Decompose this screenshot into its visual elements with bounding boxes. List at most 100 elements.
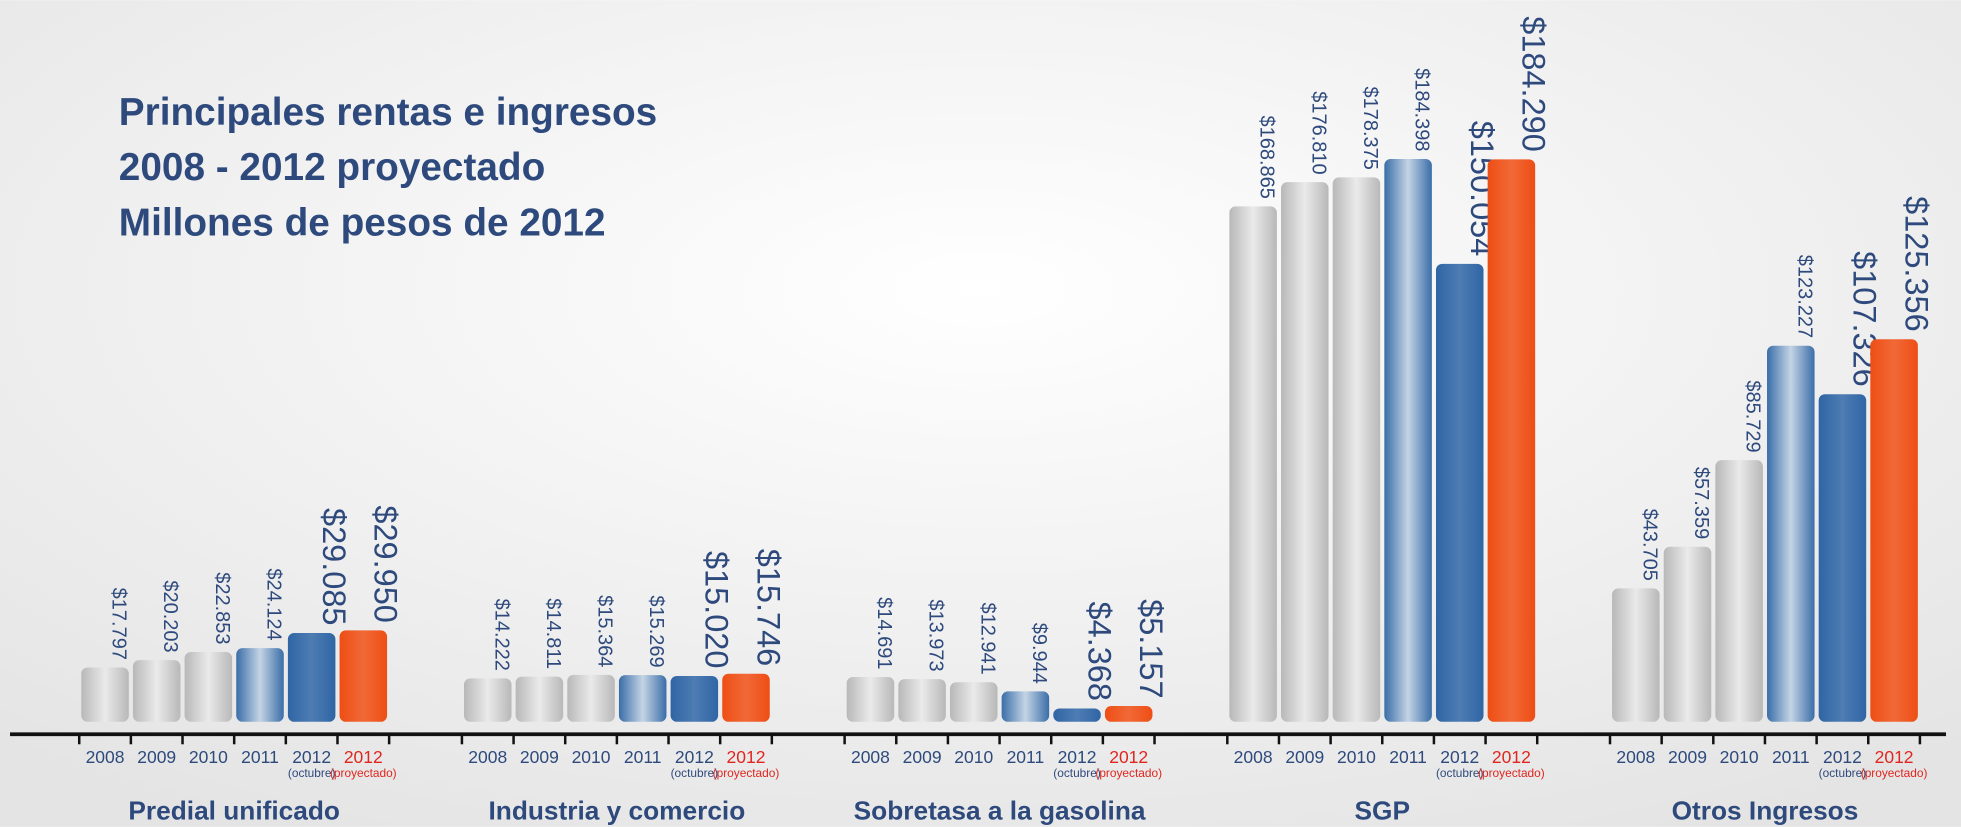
bar — [618, 675, 667, 722]
group-title: Sobretasa a la gasolina — [854, 795, 1146, 825]
bar — [1384, 158, 1432, 722]
value-label: $85.729 — [1742, 380, 1764, 452]
bar — [1870, 339, 1918, 722]
bar — [1715, 460, 1763, 722]
value-label: $15.364 — [594, 595, 616, 667]
x-tick-note: (octubre) — [288, 766, 336, 780]
value-label: $168.865 — [1256, 115, 1278, 198]
bar — [1612, 588, 1660, 722]
x-tick-note: (octubre) — [671, 766, 719, 780]
x-tick-label: 2008 — [1234, 747, 1273, 767]
x-tick-label: 2011 — [1389, 747, 1427, 767]
bar — [184, 652, 233, 722]
bar — [567, 674, 615, 722]
x-tick-label: 2012 — [1823, 747, 1862, 767]
value-label: $12.941 — [976, 602, 998, 674]
bar — [81, 667, 129, 722]
bar — [1281, 182, 1329, 722]
bar — [1053, 708, 1101, 722]
value-label: $20.203 — [159, 580, 181, 652]
bar — [132, 660, 181, 722]
bar — [287, 633, 336, 722]
x-tick-label: 2010 — [572, 747, 611, 767]
bar — [1767, 345, 1815, 722]
value-label: $15.269 — [645, 595, 667, 667]
x-tick-label: 2011 — [1772, 747, 1810, 767]
x-tick-label: 2008 — [86, 747, 125, 767]
x-tick-label: 2008 — [468, 747, 507, 767]
x-tick-label: 2012 — [675, 747, 714, 767]
x-tick-label: 2012 — [1440, 747, 1479, 767]
value-label: $125.356 — [1898, 196, 1934, 332]
x-tick-label: 2012 — [1492, 747, 1531, 767]
value-label: $184.290 — [1516, 16, 1552, 152]
group-title: Predial unificado — [128, 795, 340, 825]
bar — [339, 630, 388, 722]
bar — [1332, 177, 1381, 722]
bar — [1435, 263, 1484, 722]
x-tick-label: 2011 — [624, 747, 662, 767]
value-label: $15.020 — [699, 551, 735, 668]
bar — [1104, 706, 1153, 722]
x-tick-note: (proyectado) — [1478, 766, 1545, 780]
x-tick-label: 2010 — [954, 747, 993, 767]
x-tick-note: (octubre) — [1053, 766, 1101, 780]
x-tick-label: 2009 — [1285, 747, 1324, 767]
group-title: Otros Ingresos — [1672, 795, 1859, 825]
x-tick-label: 2012 — [1875, 747, 1914, 767]
group-title: Industria y comercio — [489, 795, 746, 825]
x-tick-label: 2008 — [851, 747, 890, 767]
value-label: $14.811 — [542, 598, 564, 669]
bar — [722, 673, 770, 722]
value-label: $57.359 — [1690, 467, 1712, 539]
group-title: SGP — [1355, 795, 1410, 825]
value-label: $9.944 — [1028, 623, 1050, 684]
bar — [463, 678, 512, 722]
bar — [949, 682, 998, 722]
value-label: $29.950 — [368, 505, 404, 622]
x-tick-label: 2012 — [1058, 747, 1097, 767]
title-line: Principales rentas e ingresos — [119, 91, 657, 134]
x-tick-label: 2010 — [189, 747, 228, 767]
bar — [1229, 206, 1277, 722]
x-tick-label: 2011 — [1007, 747, 1045, 767]
value-label: $29.085 — [316, 508, 352, 625]
x-tick-note: (proyectado) — [330, 766, 397, 780]
value-label: $14.222 — [490, 599, 512, 671]
x-tick-label: 2010 — [1720, 747, 1759, 767]
x-tick-note: (octubre) — [1819, 766, 1867, 780]
value-label: $24.124 — [263, 568, 285, 640]
value-label: $123.227 — [1793, 255, 1815, 338]
x-tick-label: 2008 — [1616, 747, 1655, 767]
title-line: Millones de pesos de 2012 — [119, 201, 606, 244]
bar — [670, 675, 719, 722]
value-label: $5.157 — [1133, 599, 1169, 698]
value-label: $13.973 — [925, 599, 947, 671]
value-label: $43.705 — [1638, 509, 1660, 581]
value-label: $176.810 — [1307, 91, 1329, 174]
value-label: $178.375 — [1359, 86, 1381, 169]
value-label: $184.398 — [1411, 68, 1433, 151]
x-tick-label: 2010 — [1337, 747, 1376, 767]
x-tick-note: (proyectado) — [1861, 766, 1928, 780]
x-tick-label: 2011 — [241, 747, 279, 767]
bar — [1487, 159, 1536, 722]
x-tick-label: 2012 — [1109, 747, 1148, 767]
bar — [846, 676, 895, 722]
x-tick-label: 2009 — [903, 747, 942, 767]
x-tick-note: (octubre) — [1436, 766, 1484, 780]
value-label: $15.746 — [750, 549, 786, 666]
x-tick-label: 2012 — [344, 747, 383, 767]
value-label: $14.691 — [873, 597, 895, 669]
bar — [1818, 394, 1867, 722]
bar — [1663, 546, 1712, 722]
bar — [236, 648, 284, 722]
value-label: $4.368 — [1081, 602, 1117, 701]
x-tick-label: 2009 — [1668, 747, 1707, 767]
x-tick-label: 2009 — [137, 747, 176, 767]
bar — [515, 676, 564, 722]
x-tick-note: (proyectado) — [713, 766, 780, 780]
x-tick-label: 2009 — [520, 747, 559, 767]
value-label: $17.797 — [108, 588, 130, 660]
